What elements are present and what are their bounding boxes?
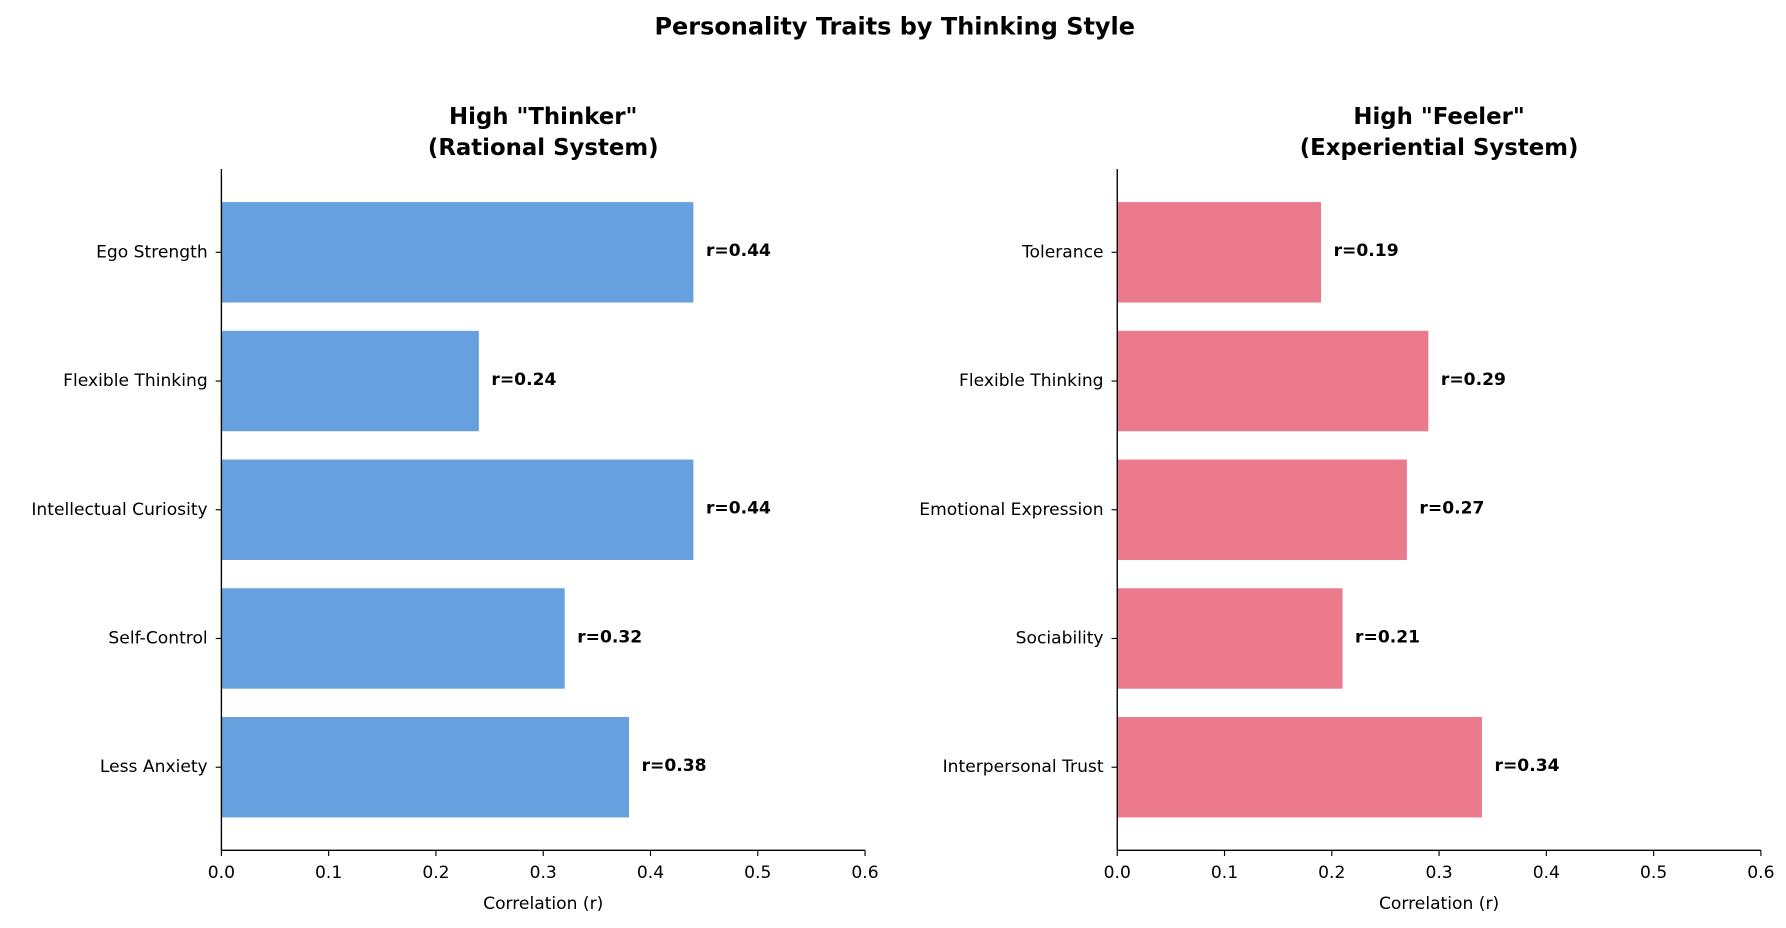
x-axis-label: Correlation (r) [1379, 894, 1499, 914]
y-tick-label: Tolerance [1021, 242, 1104, 262]
x-tick-label: 0.6 [851, 863, 878, 883]
y-tick-label: Less Anxiety [100, 757, 208, 777]
x-axis-label: Correlation (r) [483, 894, 603, 914]
subplot-title: (Rational System) [428, 135, 659, 161]
x-tick-label: 0.0 [1104, 863, 1131, 883]
bar [221, 717, 630, 818]
value-label: r=0.21 [1355, 627, 1420, 647]
x-tick-label: 0.1 [315, 863, 342, 883]
x-tick-label: 0.4 [637, 863, 664, 883]
y-tick-label: Self-Control [108, 628, 207, 648]
value-label: r=0.44 [706, 241, 771, 261]
x-tick-label: 0.3 [1425, 863, 1452, 883]
bar [1117, 588, 1343, 689]
value-label: r=0.38 [642, 756, 707, 776]
subplot-title: High "Thinker" [449, 104, 637, 130]
y-tick-label: Ego Strength [96, 242, 208, 262]
x-tick-label: 0.3 [530, 863, 557, 883]
bar [221, 588, 565, 689]
bar [221, 202, 694, 303]
x-tick-label: 0.5 [744, 863, 771, 883]
bar [1117, 717, 1482, 818]
x-tick-label: 0.2 [1318, 863, 1345, 883]
x-tick-label: 0.6 [1747, 863, 1774, 883]
bar [221, 330, 479, 432]
subplot-title: (Experiential System) [1300, 135, 1579, 161]
bar [1117, 459, 1407, 560]
value-label: r=0.34 [1495, 756, 1560, 776]
y-tick-label: Interpersonal Trust [943, 757, 1104, 777]
y-tick-label: Emotional Expression [919, 500, 1103, 520]
value-label: r=0.19 [1334, 241, 1399, 261]
x-tick-label: 0.1 [1211, 863, 1238, 883]
y-tick-label: Flexible Thinking [959, 371, 1104, 391]
y-tick-label: Flexible Thinking [63, 371, 208, 391]
bar [1117, 202, 1322, 303]
x-tick-label: 0.2 [422, 863, 449, 883]
value-label: r=0.44 [706, 499, 771, 519]
y-tick-label: Intellectual Curiosity [31, 500, 207, 520]
value-label: r=0.32 [577, 627, 642, 647]
x-tick-label: 0.4 [1533, 863, 1560, 883]
value-label: r=0.29 [1441, 370, 1506, 390]
x-tick-label: 0.0 [208, 863, 235, 883]
value-label: r=0.27 [1419, 499, 1484, 519]
bar [1117, 330, 1429, 432]
figure-title: Personality Traits by Thinking Style [654, 12, 1135, 40]
subplot-title: High "Feeler" [1353, 104, 1524, 130]
y-tick-label: Sociability [1016, 628, 1104, 648]
bar [221, 459, 694, 560]
value-label: r=0.24 [491, 370, 556, 390]
x-tick-label: 0.5 [1640, 863, 1667, 883]
